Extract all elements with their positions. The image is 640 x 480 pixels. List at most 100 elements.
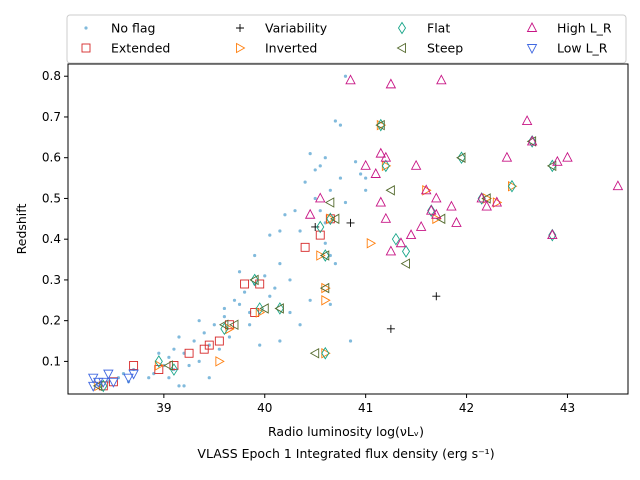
flat-point: [427, 204, 436, 218]
extended-point: [154, 365, 164, 375]
inverted-point: [366, 237, 377, 249]
noflag-point: [237, 270, 242, 274]
noflag-point: [328, 302, 332, 306]
steep-point: [229, 319, 239, 331]
noflag-point: [288, 278, 292, 282]
steep-point: [329, 213, 340, 225]
x-tick-label: 40: [257, 401, 272, 415]
extended-point: [108, 377, 118, 387]
highlr-point: [552, 155, 563, 166]
legend-item-extended: Extended: [81, 41, 170, 56]
legend-label: Flat: [427, 21, 450, 36]
noflag-point: [343, 200, 348, 205]
lowlr-point: [103, 369, 114, 380]
highlr-point: [476, 192, 487, 203]
highlr-point: [360, 159, 371, 170]
x-tick-label: 41: [358, 401, 373, 415]
noflag-point: [217, 347, 221, 351]
highlr-point: [521, 115, 533, 125]
noflag-point: [318, 164, 322, 168]
noflag-point: [298, 323, 302, 327]
noflag-point: [258, 343, 262, 347]
legend-label: Variability: [265, 21, 328, 36]
flat-point: [154, 355, 163, 368]
noflag-point: [167, 355, 171, 359]
steep-point: [481, 193, 491, 204]
noflag-point: [222, 314, 226, 319]
y-tick-label: 0.2: [42, 314, 61, 328]
noflag-point: [308, 298, 312, 302]
noflag-point: [328, 253, 332, 258]
highlr-point: [380, 151, 392, 162]
noflag-point: [333, 262, 337, 266]
steep-point: [319, 282, 330, 294]
legend-label: Extended: [111, 41, 170, 56]
noflag-point: [212, 323, 216, 327]
highlr-point: [526, 135, 538, 146]
steep-point: [274, 303, 284, 314]
noflag-point: [248, 323, 252, 327]
legend-item-inverted: Inverted: [236, 41, 317, 56]
flat-point: [528, 135, 537, 148]
legend-label: High L_R: [557, 21, 612, 36]
flat-point: [169, 363, 178, 376]
series-noflag: [106, 74, 368, 388]
noflag-point: [283, 213, 287, 217]
noflag-point: [333, 119, 337, 123]
noflag-point: [207, 376, 211, 380]
flat-point: [255, 302, 264, 315]
noflag-point: [237, 302, 242, 306]
flat-point: [548, 228, 557, 242]
flat-point: [321, 346, 330, 360]
noflag-point: [222, 306, 226, 311]
flat-point: [326, 212, 335, 226]
steep-point: [546, 160, 557, 172]
flat-point: [548, 159, 557, 173]
x-axis-secondary-label: VLASS Epoch 1 Integrated flux density (e…: [197, 446, 494, 461]
inverted-point: [225, 323, 235, 335]
highlr-point: [431, 192, 442, 203]
legend-marker-inverted: [236, 42, 246, 54]
noflag-point: [177, 335, 181, 339]
legend-marker-steep: [396, 42, 406, 54]
noflag-point: [227, 335, 232, 339]
highlr-point: [415, 221, 427, 231]
extended-point: [169, 361, 179, 370]
inverted-point: [432, 213, 442, 225]
legend-marker-highlr: [526, 22, 538, 32]
noflag-point: [232, 298, 237, 302]
extended-point: [300, 242, 310, 252]
series-lowlr: [87, 369, 139, 392]
legend-label: No flag: [111, 21, 155, 36]
steep-point: [309, 347, 320, 359]
noflag-point: [147, 376, 151, 380]
highlr-point: [612, 180, 624, 191]
highlr-point: [410, 159, 422, 170]
highlr-point: [304, 208, 316, 219]
y-tick-label: 0.6: [42, 151, 61, 165]
highlr-point: [547, 229, 558, 240]
steep-point: [435, 213, 446, 225]
variability-point: [386, 324, 395, 333]
noflag-point: [177, 384, 181, 388]
y-tick-label: 0.1: [42, 354, 61, 368]
steep-point: [385, 185, 395, 196]
flat-point: [507, 179, 516, 193]
inverted-point: [492, 197, 503, 208]
flat-point: [316, 220, 325, 234]
steep-point: [218, 319, 229, 331]
legend-label: Steep: [427, 41, 463, 56]
noflag-point: [192, 339, 196, 343]
x-tick-label: 43: [560, 401, 575, 415]
steep-point: [92, 380, 103, 392]
noflag-point: [268, 294, 272, 298]
flat-point: [401, 245, 411, 258]
inverted-point: [321, 295, 331, 306]
noflag-point: [328, 188, 332, 192]
variability-point: [346, 218, 355, 227]
y-axis-label: Redshift: [14, 204, 29, 255]
noflag-point: [343, 74, 348, 78]
highlr-point: [425, 204, 437, 215]
highlr-point: [451, 216, 462, 227]
